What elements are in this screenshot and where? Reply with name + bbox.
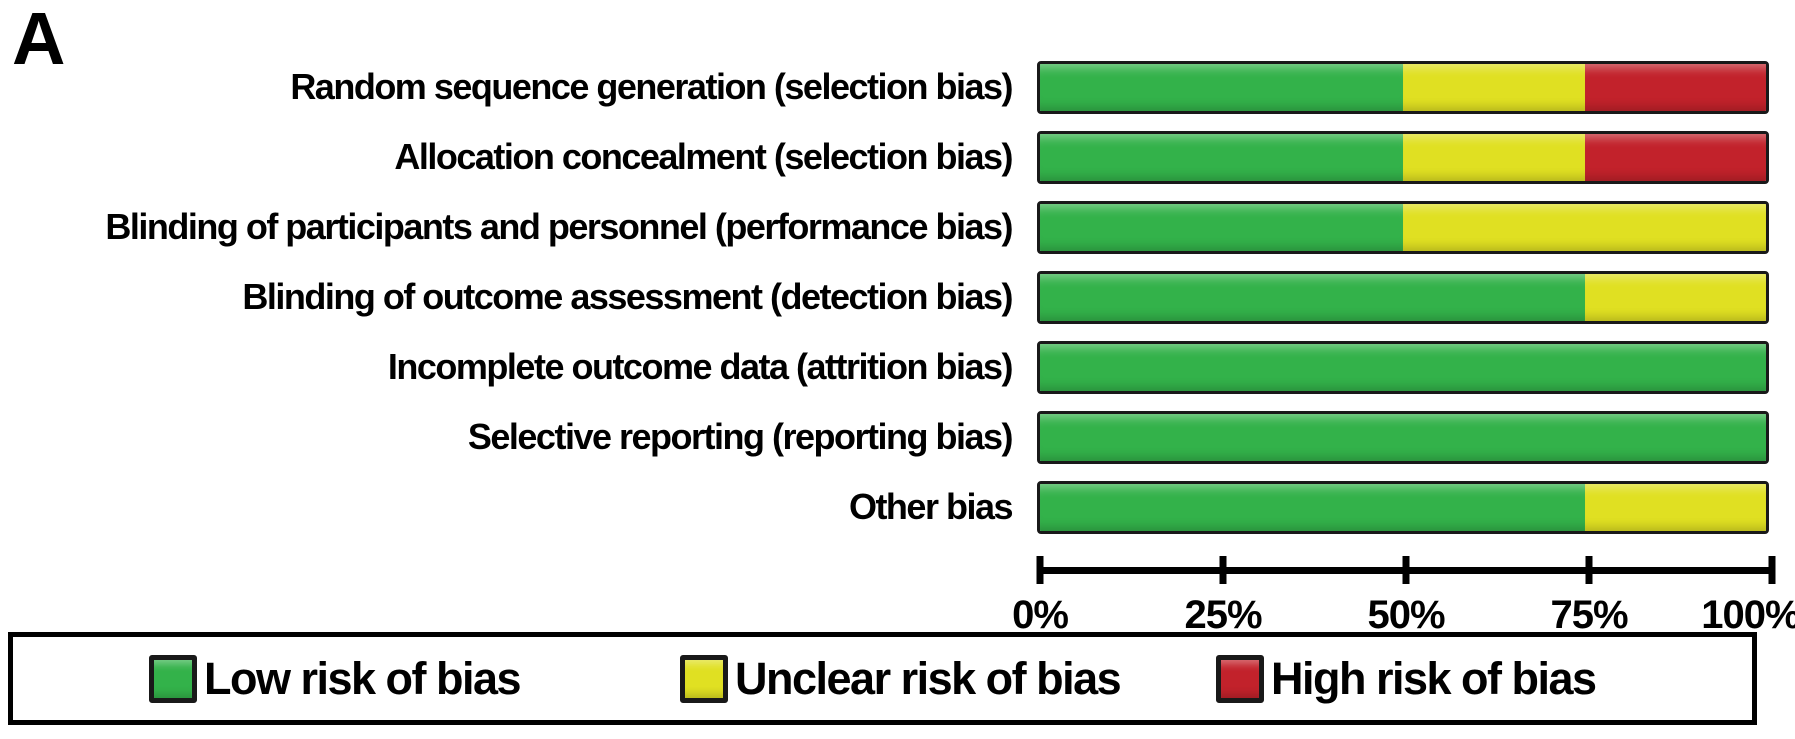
row-label-text: Blinding of outcome assessment (detectio… [242, 276, 1013, 317]
axis-tick [1219, 556, 1227, 584]
x-axis: 0% 25% 50% 75% 100% [1012, 556, 1795, 637]
row-label: Blinding of outcome assessment (detectio… [0, 276, 1013, 317]
legend-item: Low risk of bias [149, 653, 522, 704]
row-label: Incomplete outcome data (attrition bias) [0, 346, 1014, 387]
chart-row: Blinding of participants and personnel (… [0, 192, 1795, 262]
row-label: Selective reporting (reporting bias) [0, 416, 1014, 457]
bar-segment-low [1040, 413, 1766, 461]
legend-label: High risk of bias [1271, 653, 1597, 704]
bar-segment-unclear [1584, 483, 1766, 531]
axis-tick-label: 25% [1184, 593, 1262, 637]
stacked-bar [1037, 340, 1769, 394]
chart-row: Incomplete outcome data (attrition bias) [0, 332, 1795, 402]
risk-of-bias-chart: Random sequence generation (selection bi… [0, 52, 1795, 542]
stacked-bar [1037, 410, 1769, 464]
axis-tick-label: 50% [1367, 593, 1445, 637]
row-label-text: Selective reporting (reporting bias) [467, 416, 1014, 457]
axis-tick [1768, 556, 1776, 584]
chart-row: Random sequence generation (selection bi… [0, 52, 1795, 122]
legend-label: Unclear risk of bias [735, 653, 1122, 704]
legend-swatch [149, 654, 197, 703]
row-label-text: Blinding of participants and personnel (… [105, 206, 1013, 247]
row-label-text: Random sequence generation (selection bi… [290, 66, 1013, 107]
legend-swatch [1216, 654, 1264, 703]
bar-segment-unclear [1403, 203, 1766, 251]
bar-segment-low [1040, 273, 1585, 321]
bar-segment-low [1040, 203, 1403, 251]
row-label-text: Allocation concealment (selection bias) [394, 136, 1013, 177]
bar-segment-low [1040, 483, 1585, 531]
stacked-bar [1037, 480, 1769, 534]
axis-tick-label: 100% [1701, 593, 1795, 637]
axis-tick [1402, 556, 1410, 584]
chart-row: Blinding of outcome assessment (detectio… [0, 262, 1795, 332]
bar-segment-low [1040, 133, 1403, 181]
axis-tick-label: 75% [1550, 593, 1628, 637]
bar-segment-high [1584, 133, 1766, 181]
legend-item: Unclear risk of bias [680, 653, 1122, 704]
row-label: Allocation concealment (selection bias) [0, 136, 1013, 177]
bar-segment-high [1584, 63, 1766, 111]
legend-swatch [680, 654, 728, 703]
bar-segment-unclear [1403, 133, 1585, 181]
chart-row: Selective reporting (reporting bias) [0, 402, 1795, 472]
legend-item: High risk of bias [1216, 653, 1597, 704]
stacked-bar [1037, 130, 1769, 184]
legend-box: Low risk of bias Unclear risk of bias High… [8, 632, 1757, 725]
row-label: Blinding of participants and personnel (… [0, 206, 1013, 247]
stacked-bar [1037, 200, 1769, 254]
bar-segment-unclear [1584, 273, 1766, 321]
bar-segment-unclear [1403, 63, 1585, 111]
stacked-bar [1037, 60, 1769, 114]
panel-label: A [12, 0, 66, 80]
axis-tick [1036, 556, 1044, 584]
stacked-bar [1037, 270, 1769, 324]
chart-row: Allocation concealment (selection bias) [0, 122, 1795, 192]
row-label: Other bias [0, 486, 1014, 527]
row-label-text: Incomplete outcome data (attrition bias) [387, 346, 1014, 387]
legend-label: Low risk of bias [204, 653, 522, 704]
axis-tick-label: 0% [1012, 593, 1069, 637]
row-label: Random sequence generation (selection bi… [0, 66, 1013, 107]
bar-segment-low [1040, 63, 1403, 111]
axis-tick [1585, 556, 1593, 584]
bar-segment-low [1040, 343, 1766, 391]
row-label-text: Other bias [848, 486, 1014, 527]
chart-row: Other bias [0, 472, 1795, 542]
